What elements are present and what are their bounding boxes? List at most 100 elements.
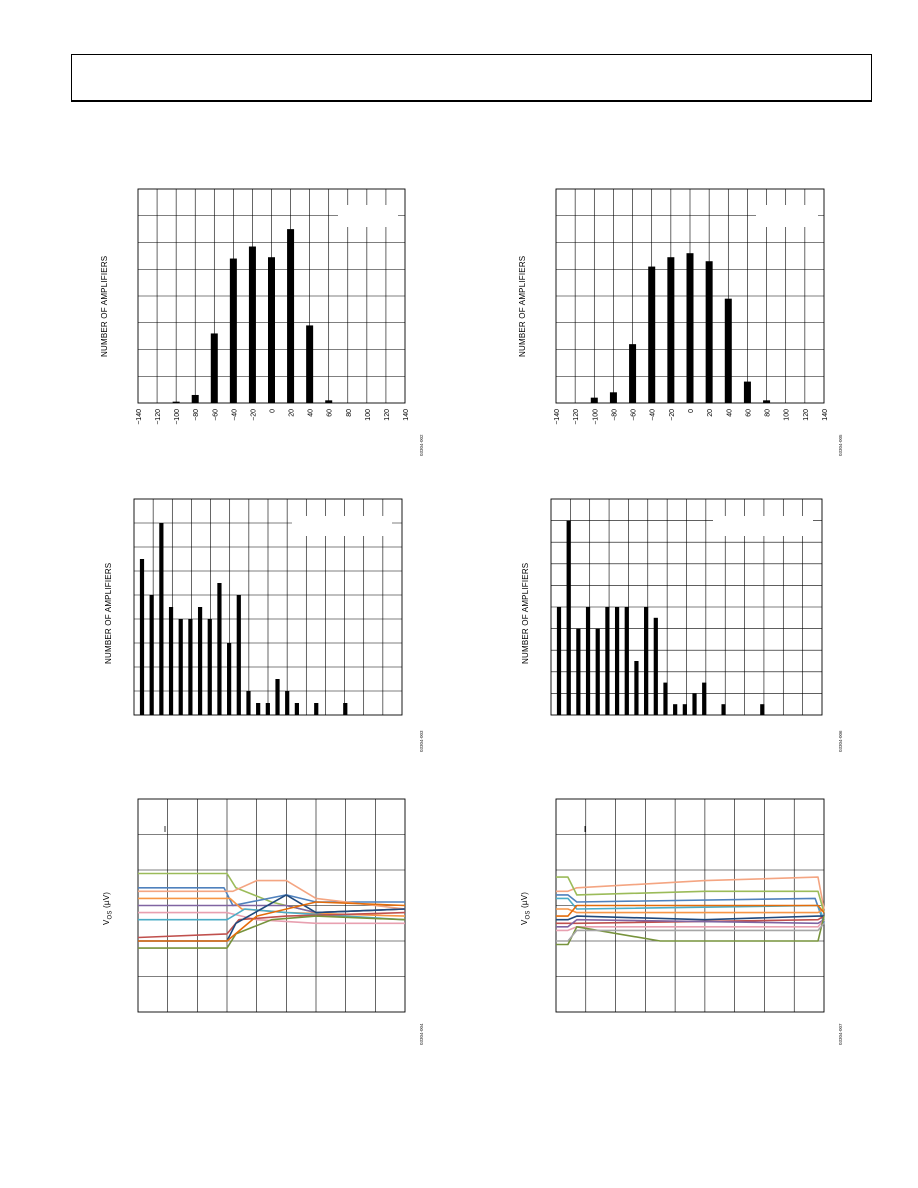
x-tick-label: −100 [592, 409, 599, 425]
trace-line [556, 876, 825, 913]
bar [168, 607, 174, 715]
x-tick-label: 0 [270, 409, 277, 413]
bar [197, 607, 203, 715]
x-tick-label: −60 [631, 409, 638, 421]
bar [248, 246, 256, 403]
legend-box [756, 205, 818, 227]
bar [644, 607, 649, 715]
x-tick-label: 120 [803, 409, 810, 421]
bar [624, 607, 629, 715]
bar [325, 400, 333, 403]
bar [721, 704, 726, 715]
bar [760, 704, 765, 715]
x-tick-label: 40 [726, 409, 733, 417]
bar [576, 628, 581, 715]
trace-line [556, 915, 825, 925]
line-series-group [556, 876, 825, 946]
bar [275, 679, 280, 715]
trace-line [556, 904, 825, 917]
bar [139, 559, 145, 715]
x-tick-labels: −140 −120 −100 −80 −60 −40 −20 0 20 40 60 80 100 120 1… [554, 409, 829, 425]
x-tick-label: 40 [308, 409, 315, 417]
x-tick-label: 80 [346, 409, 353, 417]
figure-id: 03304-006 [838, 730, 843, 752]
legend-box [338, 205, 398, 227]
legend-box [713, 516, 813, 536]
bar [207, 619, 212, 715]
line-series-group [137, 872, 406, 949]
x-tick-label: −120 [573, 409, 580, 425]
figure-id: 03304-005 [838, 434, 843, 456]
x-tick-label: 80 [765, 409, 772, 417]
x-tick-label: 20 [289, 409, 296, 417]
bar [629, 344, 637, 403]
bar [343, 703, 348, 715]
y-axis-label: NUMBER OF AMPLIFIERS [521, 562, 530, 664]
bar [149, 595, 154, 715]
trace-line [138, 897, 406, 917]
bar [595, 628, 600, 715]
bar [590, 397, 598, 403]
x-tick-label: −140 [554, 409, 561, 425]
x-tick-labels: −140 −120 −100 −80 −60 −40 −20 0 20 40 60 80 100 120 1… [136, 409, 410, 425]
x-tick-label: 140 [403, 409, 410, 421]
bar [585, 607, 591, 715]
bar [743, 381, 751, 403]
bar [256, 703, 261, 715]
x-tick-label: 120 [384, 409, 391, 421]
trace-line [556, 915, 824, 921]
y-axis-label: NUMBER OF AMPLIFIERS [100, 255, 109, 357]
bar [287, 229, 295, 403]
bar [648, 266, 656, 403]
x-tick-label: −100 [174, 409, 181, 425]
bar-series [139, 523, 348, 715]
bar [217, 583, 222, 715]
trace-line [556, 922, 825, 942]
bar-series [556, 520, 765, 715]
bar-series [172, 229, 333, 403]
figure-id: 03304-004 [419, 1023, 424, 1045]
x-tick-label: 20 [707, 409, 714, 417]
bar [268, 257, 275, 403]
trace-line [556, 918, 825, 928]
bar [178, 619, 183, 715]
x-tick-label: −140 [136, 409, 143, 425]
trace-line [556, 915, 825, 946]
bar [705, 261, 713, 403]
bar [673, 704, 678, 715]
bar-series [590, 253, 771, 403]
bar [314, 703, 319, 715]
bar [188, 619, 193, 715]
bar [605, 607, 610, 715]
trace-line [556, 876, 825, 910]
bar [634, 661, 639, 715]
trace-line [138, 901, 406, 942]
x-tick-label: −120 [155, 409, 162, 425]
x-tick-label: −20 [669, 409, 676, 421]
bar [609, 392, 617, 403]
x-tick-label: 100 [365, 409, 372, 421]
bar [653, 617, 658, 715]
bar [246, 691, 251, 715]
x-tick-label: −20 [250, 409, 257, 421]
x-tick-label: 140 [822, 409, 829, 421]
y-axis-label: NUMBER OF AMPLIFIERS [104, 562, 113, 664]
bar [686, 253, 694, 403]
trace-line [138, 915, 406, 949]
x-tick-label: 60 [327, 409, 334, 417]
bar [159, 523, 164, 715]
legend-box [292, 516, 392, 536]
x-tick-label: −80 [611, 409, 618, 421]
x-tick-label: −80 [193, 409, 200, 421]
bar [306, 325, 314, 403]
bar [692, 693, 697, 715]
